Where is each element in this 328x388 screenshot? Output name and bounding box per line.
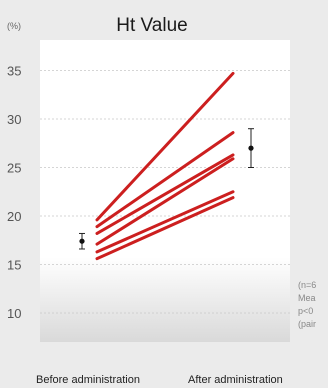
subject-lines: [95, 71, 235, 261]
note-line-4: (pair: [298, 319, 316, 329]
subject-line: [95, 153, 235, 235]
mean-sd-markers: [79, 128, 254, 250]
subject-line: [95, 131, 235, 229]
x-label-after: After administration: [188, 374, 283, 386]
y-unit-label: (%): [7, 21, 21, 31]
y-tick-label: 25: [7, 161, 21, 176]
chart-title: Ht Value: [116, 15, 187, 36]
gridlines: [40, 70, 290, 314]
y-axis-ticks: 10 15 20 25 30 35: [7, 64, 21, 322]
subject-line: [95, 71, 235, 222]
x-label-before: Before administration: [36, 374, 140, 386]
y-tick-label: 15: [7, 258, 21, 273]
subject-line: [95, 157, 235, 246]
y-tick-label: 10: [7, 306, 21, 321]
subject-line: [95, 190, 235, 254]
y-tick-label: 30: [7, 112, 21, 127]
subject-line: [95, 196, 235, 261]
y-tick-label: 35: [7, 64, 21, 79]
note-line-2: Mea: [298, 293, 316, 303]
mean-point: [79, 238, 85, 244]
mean-point: [248, 145, 254, 151]
plot-area: [40, 40, 290, 342]
y-tick-label: 20: [7, 209, 21, 224]
note-line-1: (n=6: [298, 280, 316, 290]
note-line-3: p<0: [298, 306, 313, 316]
